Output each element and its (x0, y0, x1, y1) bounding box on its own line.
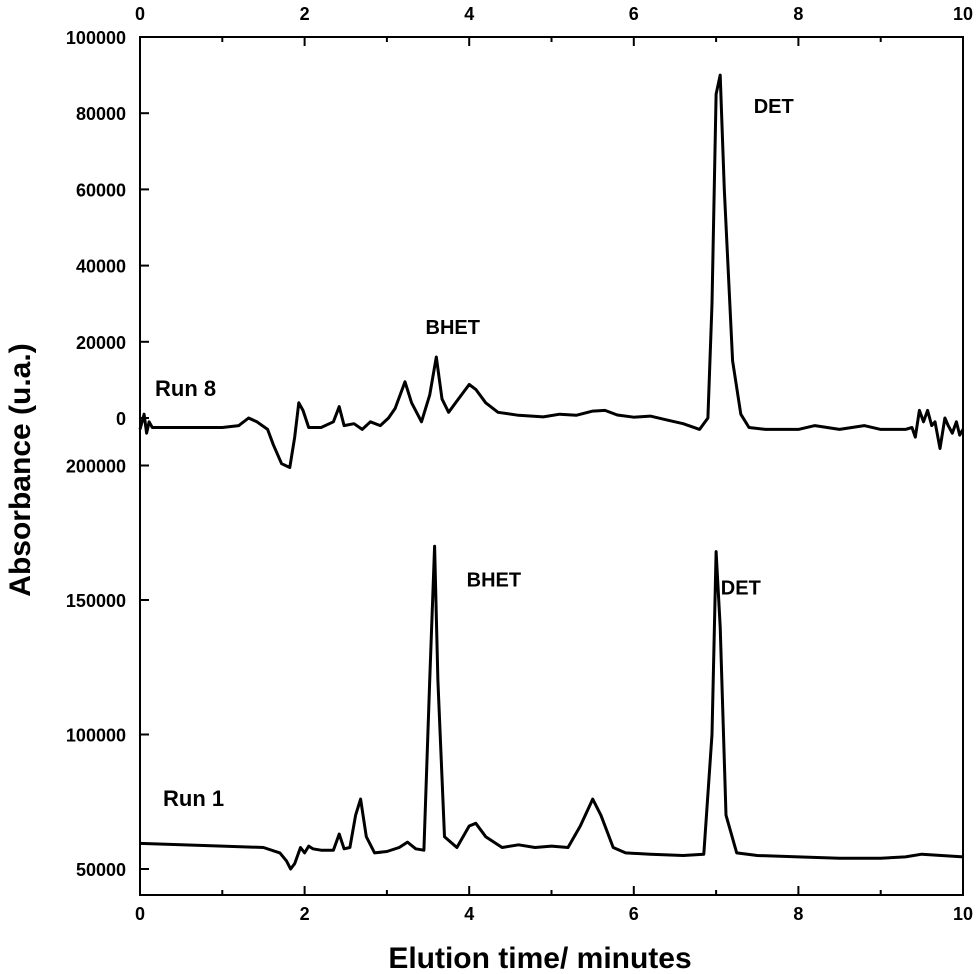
peak-label: DET (721, 578, 761, 600)
y-tick-label: 20000 (76, 333, 126, 353)
y-tick-label: 150000 (66, 591, 126, 611)
x-tick-label: 0 (135, 904, 145, 924)
top-x-tick-label: 8 (793, 4, 803, 24)
top-x-tick-label: 6 (629, 4, 639, 24)
series-line-run-8 (138, 73, 965, 469)
series-lines (138, 73, 965, 871)
y-tick-label: 50000 (76, 860, 126, 880)
peak-label: BHET (467, 570, 521, 592)
top-x-tick-label: 10 (953, 4, 973, 24)
top-x-tick-label: 4 (464, 4, 474, 24)
y-tick-label: 80000 (76, 104, 126, 124)
y-tick-label: 100000 (66, 726, 126, 746)
y-tick-label: 0 (116, 409, 126, 429)
x-tick-label: 4 (464, 904, 474, 924)
y-tick-label: 200000 (66, 457, 126, 477)
peak-label: DET (754, 96, 794, 118)
run-label: Run 1 (163, 786, 224, 811)
series-line-run-1 (139, 544, 964, 871)
peak-label: BHET (426, 317, 480, 339)
annotations: BHET DET BHET DET Run 8 Run 1 (155, 96, 794, 811)
top-x-tick-label: 0 (135, 4, 145, 24)
x-axis-title: Elution time/ minutes (388, 942, 691, 974)
plot-frame (139, 36, 964, 896)
run-label: Run 8 (155, 376, 216, 401)
tick-labels: 0 0 2 2 4 4 6 6 8 8 10 10 0 20000 40000 60000 80000 10000… (66, 4, 973, 924)
y-tick-label: 100000 (66, 28, 126, 48)
x-tick-label: 10 (953, 904, 973, 924)
x-tick-label: 6 (629, 904, 639, 924)
x-tick-label: 8 (793, 904, 803, 924)
y-axis-title: Absorbance (u.a.) (4, 343, 37, 596)
y-tick-label: 40000 (76, 257, 126, 277)
axis-ticks (139, 36, 964, 895)
x-tick-label: 2 (300, 904, 310, 924)
top-x-tick-label: 2 (300, 4, 310, 24)
y-tick-label: 60000 (76, 180, 126, 200)
